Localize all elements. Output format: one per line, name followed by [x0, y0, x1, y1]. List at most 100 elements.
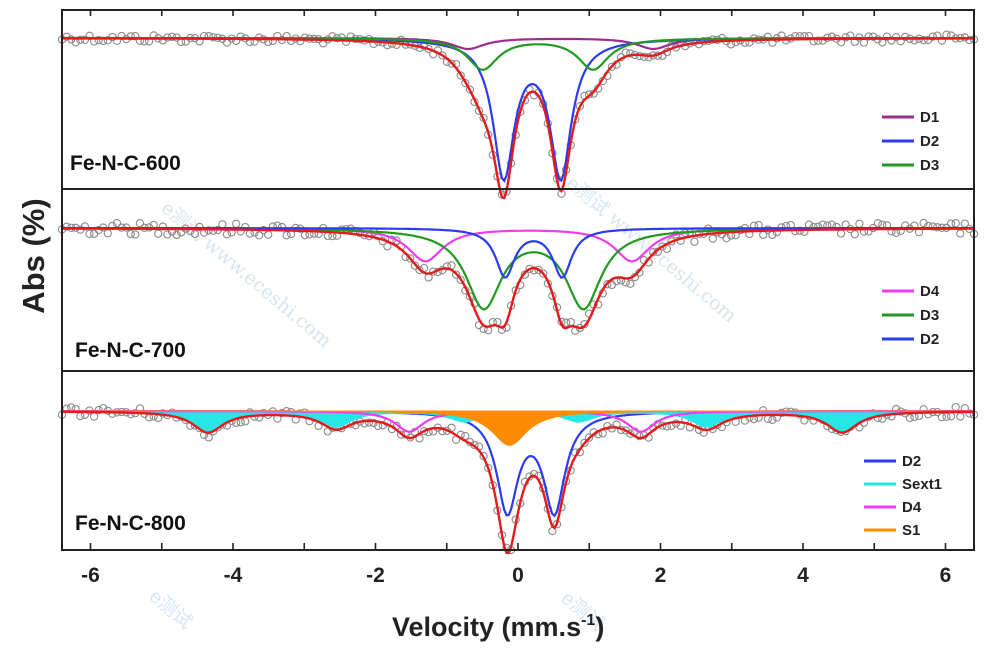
x-tick-label: 6	[940, 564, 952, 587]
legend-label-d3: D3	[920, 157, 939, 174]
panel-label-700: Fe-N-C-700	[75, 339, 186, 362]
x-axis-title-main: Velocity (mm.s	[392, 612, 581, 642]
data-point	[603, 421, 612, 431]
legend-label-d2: D2	[920, 331, 939, 348]
data-point	[465, 85, 475, 94]
panel-fe-n-c-600	[57, 30, 979, 200]
data-point	[131, 32, 140, 41]
panel-fe-n-c-800	[57, 402, 979, 555]
data-point	[456, 71, 465, 80]
data-point	[94, 225, 103, 235]
legends: D1 D2 D3 D4 D3 D2 D2 Sext1 D4 S1	[864, 109, 942, 539]
data-point	[580, 320, 589, 329]
data-point	[946, 412, 956, 421]
data-point	[80, 222, 90, 231]
data-point	[626, 279, 635, 288]
data-point	[419, 427, 429, 436]
data-point	[818, 36, 827, 45]
watermark-text-3: e测试	[145, 585, 197, 634]
data-point	[447, 59, 456, 68]
data-point	[131, 230, 140, 239]
data-point	[94, 35, 103, 45]
component-d2	[62, 37, 974, 183]
data-point	[85, 229, 94, 238]
data-point	[254, 231, 264, 240]
x-tick-label: 4	[797, 564, 809, 587]
data-point	[245, 229, 255, 238]
data-point	[167, 32, 177, 41]
component-s1	[61, 410, 975, 446]
data-point	[584, 433, 594, 442]
data-point	[89, 412, 99, 421]
legend-label-d1: D1	[920, 109, 939, 126]
data-point	[264, 230, 273, 239]
watermark-text-1: e测试 www.eceshi.com	[157, 197, 336, 352]
data-point	[722, 234, 731, 243]
data-points	[57, 218, 979, 335]
data-point	[172, 230, 181, 240]
legend-label-s1: S1	[902, 522, 920, 539]
data-point	[956, 229, 965, 238]
data-point	[626, 49, 635, 58]
data-point	[442, 262, 452, 271]
data-point	[451, 270, 461, 279]
x-tick-label: 2	[655, 564, 667, 587]
x-tick-label: -6	[81, 564, 100, 587]
data-point	[603, 280, 612, 289]
data-point	[222, 230, 232, 239]
y-axis-title: Abs (%)	[16, 198, 51, 313]
data-point	[89, 229, 99, 238]
x-axis-title: Velocity (mm.s-1)	[392, 612, 604, 642]
data-point	[236, 32, 245, 41]
data-point	[282, 231, 291, 240]
total-fit-line	[61, 227, 974, 330]
data-point	[951, 402, 960, 412]
data-point	[126, 32, 135, 41]
data-point	[768, 415, 777, 424]
legend-label-d2: D2	[902, 453, 921, 470]
data-point	[241, 417, 250, 426]
x-tick-label: -4	[224, 564, 243, 587]
data-point	[158, 36, 167, 45]
data-point	[218, 220, 227, 229]
data-point	[589, 89, 598, 98]
data-point	[396, 430, 406, 439]
data-point	[827, 32, 837, 41]
panel-label-600: Fe-N-C-600	[70, 152, 181, 175]
legend-label-d2: D2	[920, 133, 939, 150]
data-point	[901, 32, 910, 42]
data-point	[126, 229, 135, 239]
data-point	[864, 32, 873, 41]
data-point	[67, 403, 76, 412]
data-point	[415, 265, 424, 275]
legend-label-d3: D3	[920, 307, 939, 324]
data-point	[566, 317, 575, 327]
data-point	[708, 234, 717, 243]
plot-frame	[61, 9, 975, 551]
data-point	[919, 35, 928, 45]
legend-label-d4: D4	[920, 283, 940, 300]
x-axis: -6 -4 -2 0 2 4 6	[81, 10, 951, 587]
data-point	[232, 219, 241, 228]
data-point	[497, 325, 507, 334]
data-point	[873, 219, 882, 228]
data-point	[951, 219, 960, 228]
data-point	[644, 53, 653, 62]
legend-label-d4: D4	[902, 499, 922, 516]
data-point	[910, 36, 919, 45]
panel-fe-n-c-700	[57, 218, 979, 335]
data-point	[869, 32, 878, 41]
data-point	[76, 411, 85, 421]
data-point	[928, 222, 937, 231]
data-point	[937, 412, 947, 422]
total-fit-line	[62, 410, 975, 555]
x-tick-label: -2	[366, 564, 385, 587]
legend-label-sext1: Sext1	[902, 476, 942, 493]
data-point	[364, 418, 374, 427]
data-point	[905, 413, 914, 423]
data-point	[154, 229, 163, 238]
data-point	[607, 62, 617, 71]
data-point	[76, 35, 85, 44]
data-point	[539, 269, 548, 278]
